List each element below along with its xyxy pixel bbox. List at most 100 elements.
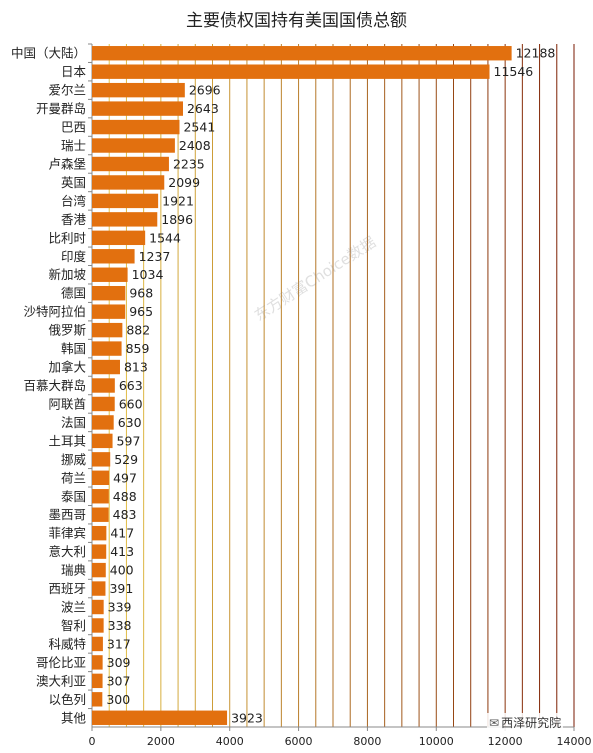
data-label: 413 [110,544,134,559]
category-label: 波兰 [61,600,86,615]
bar [92,101,183,116]
data-label: 968 [129,286,153,301]
data-label: 300 [106,692,130,707]
data-label: 2696 [189,83,221,98]
bar [92,156,169,172]
x-tick-label: 14000 [557,735,592,748]
data-label: 2235 [173,156,205,171]
data-label: 338 [108,618,132,633]
data-label: 400 [110,563,134,578]
category-label: 新加坡 [48,267,86,282]
bar [92,249,135,264]
bar [92,341,122,356]
data-label: 859 [126,341,150,356]
data-label: 309 [107,655,131,670]
x-tick-label: 6000 [285,735,313,748]
data-label: 597 [117,433,141,448]
category-label: 香港 [61,212,87,227]
wechat-icon: ✉ [489,716,500,730]
data-label: 1896 [161,212,193,227]
category-label: 印度 [61,249,87,264]
data-label: 3923 [231,710,263,725]
x-tick-label: 8000 [353,735,381,748]
bar [92,212,158,227]
category-label: 墨西哥 [48,507,86,522]
bar [92,655,103,670]
data-label: 339 [108,600,132,615]
bar [92,507,109,522]
bar [92,138,175,153]
category-label: 德国 [61,286,86,301]
category-label: 韩国 [61,341,86,356]
data-label: 663 [119,378,143,393]
category-label: 法国 [61,415,86,430]
chart-title: 主要债权国持有美国国债总额 [186,11,407,31]
category-label: 加拿大 [48,360,86,375]
data-label: 1921 [162,193,194,208]
category-label: 台湾 [61,193,86,208]
bar [92,710,228,725]
data-label: 11546 [494,64,534,79]
bar [92,64,490,79]
bar [92,359,120,375]
bar [92,470,110,485]
category-label: 瑞典 [61,563,86,578]
bar [92,378,115,393]
bar [92,599,104,615]
category-label: 菲律宾 [48,526,86,541]
bar [92,433,113,449]
category-label: 西班牙 [48,581,86,596]
category-label: 卢森堡 [48,156,86,171]
bar [92,304,126,319]
bar [92,286,126,301]
category-label: 俄罗斯 [48,323,86,338]
data-label: 965 [129,304,153,319]
x-tick-label: 4000 [216,735,244,748]
data-label: 1237 [139,249,171,264]
bar [92,267,128,282]
category-label: 意大利 [48,544,86,559]
x-tick-label: 2000 [147,735,175,748]
data-label: 2643 [187,101,219,116]
x-tick-label: 12000 [488,735,523,748]
data-label: 2099 [168,175,200,190]
category-label: 瑞士 [61,138,86,153]
data-label: 660 [119,396,143,411]
data-label: 529 [114,452,138,467]
bar [92,618,104,633]
bar [92,230,146,246]
category-label: 日本 [61,64,87,79]
data-label: 2408 [179,138,211,153]
category-label: 哥伦比亚 [36,655,86,670]
data-label: 2541 [183,120,215,135]
data-label: 391 [109,581,133,596]
category-label: 澳大利亚 [36,673,86,688]
bar [92,82,185,98]
data-label: 483 [113,507,137,522]
data-label: 1544 [149,230,181,245]
data-label: 813 [124,360,148,375]
category-label: 比利时 [48,230,86,245]
bar [92,562,106,578]
bar [92,119,180,135]
bar [92,396,115,412]
bar [92,322,123,338]
category-label: 爱尔兰 [48,83,86,98]
brand-badge: ✉ 西泽研究院 [487,713,564,732]
data-label: 307 [107,673,131,688]
category-label: 巴西 [61,120,86,135]
bar [92,193,159,209]
category-label: 百慕大群岛 [23,378,86,393]
data-label: 12188 [516,46,556,61]
category-label: 其他 [61,710,87,725]
category-label: 土耳其 [48,433,86,448]
data-label: 497 [113,470,137,485]
data-label: 317 [107,636,131,651]
category-label: 开曼群岛 [36,101,86,116]
bar [92,673,103,689]
category-label: 阿联酋 [48,396,86,411]
bar [92,489,109,504]
category-label: 科威特 [48,636,86,651]
data-label: 488 [113,489,137,504]
category-label: 智利 [61,618,86,633]
